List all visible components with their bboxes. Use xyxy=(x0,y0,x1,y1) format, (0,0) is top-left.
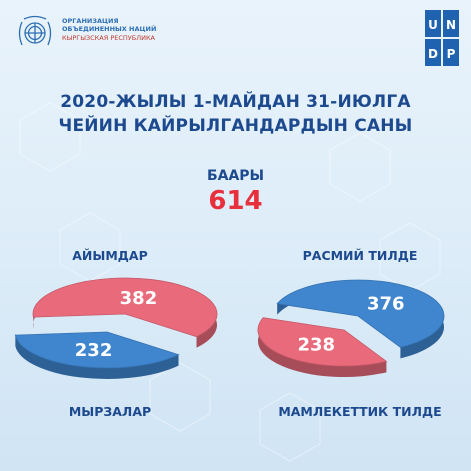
pie-value-label: 382 xyxy=(120,288,158,309)
undp-letter-n: N xyxy=(446,18,456,32)
pie-slice xyxy=(14,331,180,369)
un-emblem-icon xyxy=(18,15,52,46)
undp-logo: U N D P xyxy=(425,10,459,66)
title-line: ЧЕЙИН КАЙРЫЛГАНДАРДЫН САНЫ xyxy=(58,116,413,136)
left-top-caption: АЙЫМДАР xyxy=(72,248,148,263)
pie-slice-side xyxy=(33,278,218,348)
un-country: КЫРГЫЗСКАЯ РЕСПУБЛИКА xyxy=(62,33,156,42)
undp-letter-u: U xyxy=(428,18,438,32)
total-value: 614 xyxy=(208,186,263,216)
header: ОРГАНИЗАЦИЯ ОБЪЕДИНЕННЫХ НАЦИЙ КЫРГЫЗСКА… xyxy=(0,0,471,70)
undp-letter-d: D xyxy=(428,47,438,61)
un-name-line: ОБЪЕДИНЕННЫХ НАЦИЙ xyxy=(62,25,157,34)
left-bottom-caption: МЫРЗАЛАР xyxy=(68,404,152,419)
title-line: 2020-ЖЫЛЫ 1-МАЙДАН 31-ИЮЛГА xyxy=(60,92,411,112)
pie-value-label: 376 xyxy=(367,293,405,314)
right-bottom-caption: МАМЛЕКЕТТИК ТИЛДЕ xyxy=(278,404,442,419)
pie-slice-side xyxy=(15,335,179,379)
pie-slice xyxy=(257,317,388,367)
un-name-line: ОРГАНИЗАЦИЯ xyxy=(62,17,119,25)
pie-value-label: 238 xyxy=(297,335,335,356)
pie-slice xyxy=(276,279,445,348)
un-organization-name: ОРГАНИЗАЦИЯ ОБЪЕДИНЕННЫХ НАЦИЙ КЫРГЫЗСКА… xyxy=(62,17,156,42)
right-top-caption: РАСМИЙ ТИЛДЕ xyxy=(302,248,418,263)
pie-value-label: 232 xyxy=(75,340,113,361)
undp-letter-p: P xyxy=(447,47,456,61)
pie-slice-side xyxy=(258,317,387,377)
page-title: 2020-ЖЫЛЫ 1-МАЙДАН 31-ИЮЛГА ЧЕЙИН КАЙРЫЛ… xyxy=(0,90,471,138)
pie-slice xyxy=(32,277,218,338)
total-label: БААРЫ xyxy=(206,168,265,184)
